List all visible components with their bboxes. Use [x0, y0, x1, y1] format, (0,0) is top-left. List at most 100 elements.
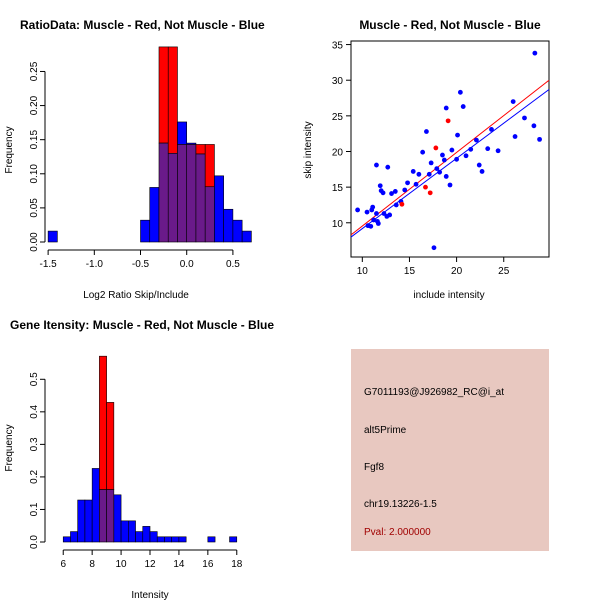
scatter-point-not-muscle	[424, 129, 429, 134]
scatter-point-not-muscle	[437, 169, 443, 175]
scatter-point-muscle	[433, 145, 439, 151]
ratio-histogram-bars	[47, 46, 252, 243]
scatter-point-not-muscle	[531, 123, 537, 129]
gene-intensity-histogram: Gene Itensity: Muscle - Red, Not Muscle …	[4, 318, 274, 600]
ratio-histogram-bar-overlap	[195, 153, 206, 243]
scatter-point-not-muscle	[449, 147, 455, 153]
ratio-histogram-x-tick-label: -1.5	[40, 259, 58, 270]
ratio-histogram-bar-not-muscle	[232, 219, 243, 243]
ratio-histogram-y-tick-label: 0.10	[29, 164, 40, 184]
gene-intensity-bar-not-muscle	[207, 536, 216, 543]
gene-intensity-x-tick-label: 6	[60, 559, 66, 570]
ratio-histogram-bar-not-muscle	[223, 208, 234, 243]
ratio-histogram-bar-overlap	[158, 142, 169, 243]
ratio-histogram-y-tick-label: 0.00	[29, 232, 40, 252]
scatter-point-not-muscle	[389, 191, 394, 196]
gene-intensity-bar-not-muscle	[229, 536, 238, 543]
probe-id-text: G7011193@J926982_RC@i_at	[364, 387, 505, 398]
gene-intensity-bar-muscle	[99, 355, 107, 490]
ratio-histogram-y-tick-label: 0.25	[29, 61, 40, 81]
scatter-point-muscle	[399, 201, 405, 207]
ratio-histogram-title: RatioData: Muscle - Red, Not Muscle - Bl…	[20, 18, 265, 32]
ratio-histogram-bar-muscle	[158, 46, 169, 144]
ratio-histogram-bar-overlap	[204, 186, 215, 243]
intensity-scatter-plot-box	[350, 40, 550, 258]
scatter-point-not-muscle	[440, 152, 445, 158]
gene-intensity-bar-not-muscle	[128, 520, 136, 543]
gene-intensity-bar-overlap	[106, 489, 115, 543]
intensity-scatter-fit-line	[350, 89, 550, 238]
scatter-point-not-muscle	[455, 132, 460, 138]
gene-intensity-bar-not-muscle	[135, 531, 144, 543]
ratio-histogram-bar-not-muscle	[149, 187, 160, 243]
scatter-point-not-muscle	[479, 169, 485, 174]
gene-intensity-bar-overlap	[99, 489, 107, 543]
gene-intensity-xlabel: Intensity	[131, 590, 168, 600]
intensity-scatter-y-tick-label: 10	[332, 219, 344, 230]
gene-intensity-y-tick-label: 0.3	[29, 437, 40, 451]
intensity-scatter-y-tick-label: 35	[332, 41, 344, 52]
ratio-histogram-bar-not-muscle	[177, 121, 188, 145]
scatter-point-not-muscle	[370, 204, 376, 210]
scatter-point-not-muscle	[410, 169, 416, 174]
ratio-histogram-x-tick-label: 0.5	[226, 259, 240, 270]
scatter-point-not-muscle	[377, 183, 383, 189]
scatter-point-not-muscle	[413, 181, 419, 187]
scatter-point-not-muscle	[457, 89, 463, 95]
gene-intensity-ylabel: Frequency	[4, 424, 15, 471]
ratio-histogram-ylabel: Frequency	[4, 126, 15, 173]
intensity-scatter-y-tick-label: 25	[332, 112, 344, 123]
scatter-point-not-muscle	[368, 223, 374, 229]
scatter-point-not-muscle	[474, 137, 479, 143]
gene-intensity-bar-not-muscle	[77, 499, 86, 543]
intensity-scatter-x-tick-label: 10	[357, 266, 369, 277]
ratio-histogram-bar-overlap	[177, 144, 188, 243]
ratio-histogram-y-tick-label: 0.15	[29, 130, 40, 150]
gene-intensity-bar-not-muscle	[84, 499, 93, 543]
scatter-point-muscle	[427, 190, 433, 196]
intensity-scatter-axes: 10 15 20 25 10 15 20 25 30 35	[332, 40, 550, 277]
intensity-scatter-y-tick-label: 15	[332, 183, 344, 194]
intensity-scatter-points	[355, 50, 542, 251]
gene-intensity-bar-not-muscle	[91, 468, 100, 543]
gene-intensity-y-tick-label: 0.2	[29, 470, 40, 484]
gene-intensity-bar-muscle	[106, 402, 115, 490]
scatter-point-not-muscle	[460, 104, 466, 109]
gene-intensity-bar-not-muscle	[178, 536, 187, 543]
gene-intensity-axes: 6 8 10 12 14 16 18 0.0 0.1 0.2 0.3 0.4 0.5	[29, 372, 243, 570]
scatter-point-muscle	[423, 184, 428, 190]
scatter-point-not-muscle	[392, 189, 398, 194]
intensity-scatter-fit-line	[350, 79, 550, 236]
intensity-scatter-x-tick-label: 25	[498, 266, 510, 277]
location-text: chr19.13226-1.5	[364, 499, 437, 510]
scatter-point-not-muscle	[434, 166, 440, 172]
intensity-scatter-y-tick-label: 20	[332, 147, 344, 158]
scatter-point-not-muscle	[355, 207, 360, 213]
scatter-point-not-muscle	[489, 126, 494, 132]
ratio-histogram-bar-muscle	[195, 144, 206, 155]
gene-intensity-bar-not-muscle	[156, 536, 165, 543]
scatter-point-not-muscle	[402, 187, 408, 193]
gene-intensity-x-tick-label: 10	[116, 559, 128, 570]
scatter-point-not-muscle	[374, 211, 379, 216]
gene-intensity-bar-not-muscle	[70, 531, 78, 543]
ratio-histogram-bar-muscle	[167, 46, 178, 154]
scatter-point-not-muscle	[495, 148, 501, 154]
gene-intensity-x-tick-label: 8	[89, 559, 95, 570]
scatter-point-not-muscle	[426, 171, 432, 177]
scatter-point-not-muscle	[380, 190, 386, 196]
scatter-point-not-muscle	[510, 99, 516, 104]
gene-intensity-y-tick-label: 0.0	[29, 535, 40, 549]
ratio-histogram-bar-not-muscle	[241, 230, 252, 243]
scatter-point-not-muscle	[454, 156, 459, 162]
ratio-histogram-bar-muscle	[204, 144, 215, 188]
gene-intensity-y-tick-label: 0.4	[29, 404, 40, 418]
intensity-scatter: Muscle - Red, Not Muscle - Blue 10 15 20 25…	[303, 18, 550, 301]
intensity-scatter-ylabel: skip intensity	[303, 121, 314, 178]
ratio-histogram-x-tick-label: 0.0	[180, 259, 194, 270]
gene-intensity-bar-not-muscle	[62, 536, 71, 543]
ratio-histogram-bar-not-muscle	[140, 219, 151, 243]
scatter-point-not-muscle	[431, 245, 437, 251]
gene-intensity-x-tick-label: 12	[144, 559, 156, 570]
